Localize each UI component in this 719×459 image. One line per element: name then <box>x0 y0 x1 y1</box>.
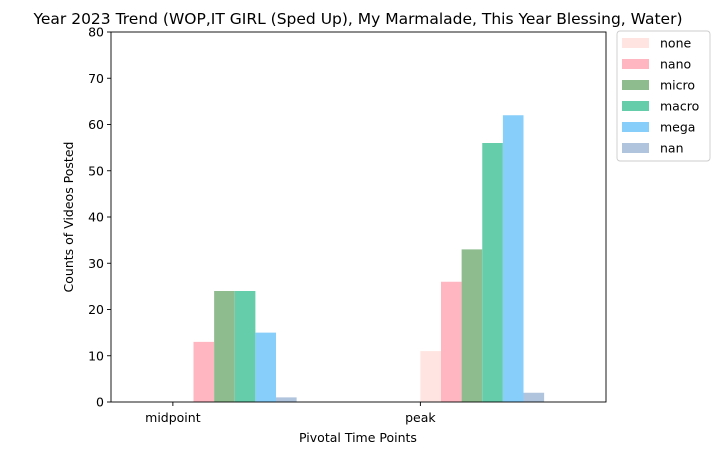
y-tick-label: 80 <box>88 25 104 40</box>
y-tick-label: 30 <box>88 256 104 271</box>
legend-label-micro: micro <box>660 78 695 93</box>
legend-swatch-mega <box>622 122 649 132</box>
chart-title: Year 2023 Trend (WOP,IT GIRL (Sped Up), … <box>32 10 682 28</box>
y-tick-label: 0 <box>96 395 104 410</box>
legend-swatch-macro <box>622 101 649 111</box>
bar-nan-peak <box>523 392 545 402</box>
legend: none nano micro macro mega nan <box>616 30 711 162</box>
x-tick-label: midpoint <box>145 410 201 425</box>
legend-label-macro: macro <box>660 99 699 114</box>
legend-label-mega: mega <box>660 120 695 135</box>
y-axis-label: Counts of Videos Posted <box>61 142 76 293</box>
legend-swatch-nano <box>622 59 649 69</box>
x-tick-label: peak <box>405 410 436 425</box>
legend-label-nan: nan <box>660 141 684 156</box>
bar-nan-midpoint <box>276 397 297 403</box>
legend-swatch-nan <box>622 143 649 153</box>
bar-none-peak <box>420 351 442 403</box>
bar-mega-peak <box>502 115 524 402</box>
plot-frame <box>110 31 607 403</box>
legend-label-none: none <box>660 36 691 51</box>
bars-group <box>193 115 545 403</box>
bar-nano-peak <box>441 281 462 402</box>
y-tick-label: 60 <box>88 117 104 132</box>
x-axis-label: Pivotal Time Points <box>299 430 417 445</box>
y-tick-label: 40 <box>88 210 104 225</box>
bar-macro-midpoint <box>234 291 256 402</box>
legend-swatch-micro <box>622 80 649 90</box>
bar-mega-midpoint <box>255 332 276 403</box>
bar-nano-midpoint <box>193 341 215 403</box>
y-tick-label: 70 <box>88 71 104 86</box>
legend-swatch-none <box>622 38 649 48</box>
axes-group: 0 10 20 30 40 50 60 70 80 midpoint peak <box>88 25 607 425</box>
y-tick-label: 20 <box>88 302 104 317</box>
bar-micro-midpoint <box>214 291 235 402</box>
bar-micro-peak <box>461 249 483 403</box>
bar-macro-peak <box>482 143 503 402</box>
y-tick-label: 10 <box>88 348 104 363</box>
legend-label-nano: nano <box>660 57 691 72</box>
y-tick-label: 50 <box>88 163 104 178</box>
